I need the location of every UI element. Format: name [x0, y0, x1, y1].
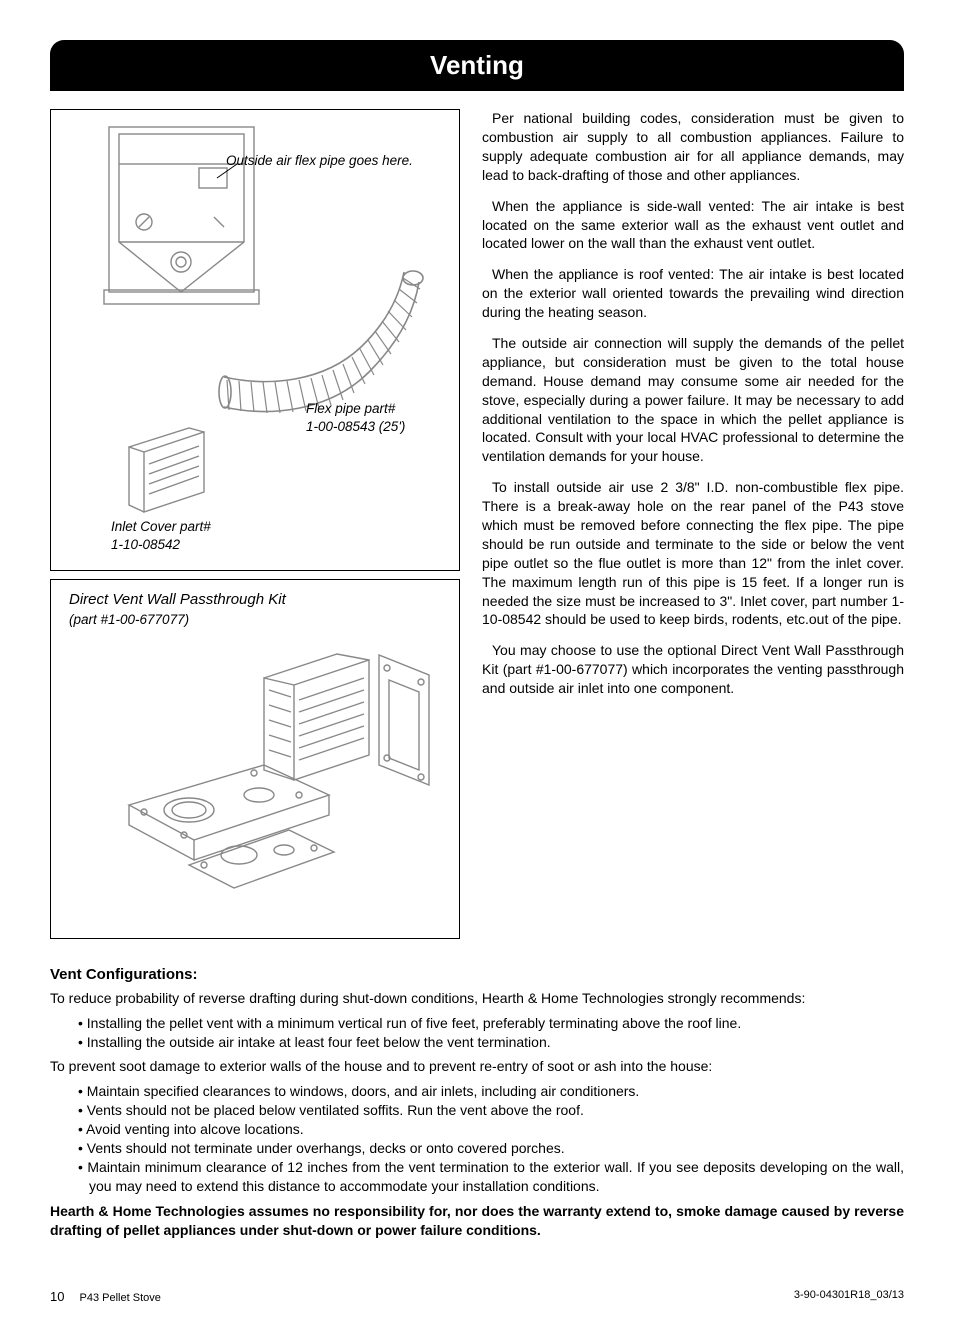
- vent-config-list1: Installing the pellet vent with a minimu…: [78, 1014, 904, 1052]
- vent-config-disclaimer: Hearth & Home Technologies assumes no re…: [50, 1202, 904, 1240]
- page-footer: 10 P43 Pellet Stove 3-90-04301R18_03/13: [50, 1288, 904, 1306]
- footer-right: 3-90-04301R18_03/13: [794, 1288, 904, 1306]
- vent-config-list2: Maintain specified clearances to windows…: [78, 1082, 904, 1195]
- para-6: You may choose to use the optional Direc…: [482, 641, 904, 698]
- list-item: Vents should not be placed below ventila…: [78, 1101, 904, 1120]
- para-2: When the appliance is side-wall vented: …: [482, 197, 904, 254]
- label-flex-pipe-b: 1-00-08543 (25'): [306, 418, 405, 436]
- list-item: Maintain specified clearances to windows…: [78, 1082, 904, 1101]
- vent-config-intro1: To reduce probability of reverse draftin…: [50, 989, 904, 1008]
- para-3: When the appliance is roof vented: The a…: [482, 265, 904, 322]
- passthrough-kit-svg: [69, 630, 441, 920]
- list-item: Avoid venting into alcove locations.: [78, 1120, 904, 1139]
- section-header: Venting: [50, 40, 904, 91]
- vent-config-heading: Vent Configurations:: [50, 965, 904, 985]
- figure-passthrough-kit: Direct Vent Wall Passthrough Kit (part #…: [50, 579, 460, 938]
- label-inlet-b: 1-10-08542: [111, 536, 211, 554]
- list-item: Installing the outside air intake at lea…: [78, 1033, 904, 1052]
- left-column: Outside air flex pipe goes here. Flex pi…: [50, 109, 460, 946]
- label-flex-pipe: Flex pipe part# 1-00-08543 (25'): [306, 400, 405, 435]
- para-5: To install outside air use 2 3/8" I.D. n…: [482, 478, 904, 629]
- vent-config-intro2: To prevent soot damage to exterior walls…: [50, 1057, 904, 1076]
- para-4: The outside air connection will supply t…: [482, 334, 904, 466]
- page-number: 10: [50, 1289, 64, 1304]
- kit-title: Direct Vent Wall Passthrough Kit: [69, 590, 441, 610]
- figure-flex-pipe: Outside air flex pipe goes here. Flex pi…: [50, 109, 460, 571]
- para-1: Per national building codes, considerati…: [482, 109, 904, 185]
- footer-left: 10 P43 Pellet Stove: [50, 1288, 161, 1306]
- right-column: Per national building codes, considerati…: [482, 109, 904, 946]
- label-inlet-cover: Inlet Cover part# 1-10-08542: [111, 518, 211, 553]
- label-flex-pipe-a: Flex pipe part#: [306, 400, 405, 418]
- two-column-layout: Outside air flex pipe goes here. Flex pi…: [50, 109, 904, 946]
- flex-pipe-diagram-svg: [69, 122, 441, 552]
- product-name: P43 Pellet Stove: [80, 1292, 161, 1304]
- label-inlet-a: Inlet Cover part#: [111, 518, 211, 536]
- list-item: Installing the pellet vent with a minimu…: [78, 1014, 904, 1033]
- kit-subtitle: (part #1-00-677077): [69, 611, 441, 629]
- list-item: Vents should not terminate under overhan…: [78, 1139, 904, 1158]
- label-outside-air-text: Outside air flex pipe goes here.: [226, 153, 413, 168]
- vent-configurations-section: Vent Configurations: To reduce probabili…: [50, 965, 904, 1240]
- list-item: Maintain minimum clearance of 12 inches …: [78, 1158, 904, 1196]
- label-outside-air: Outside air flex pipe goes here.: [226, 152, 413, 170]
